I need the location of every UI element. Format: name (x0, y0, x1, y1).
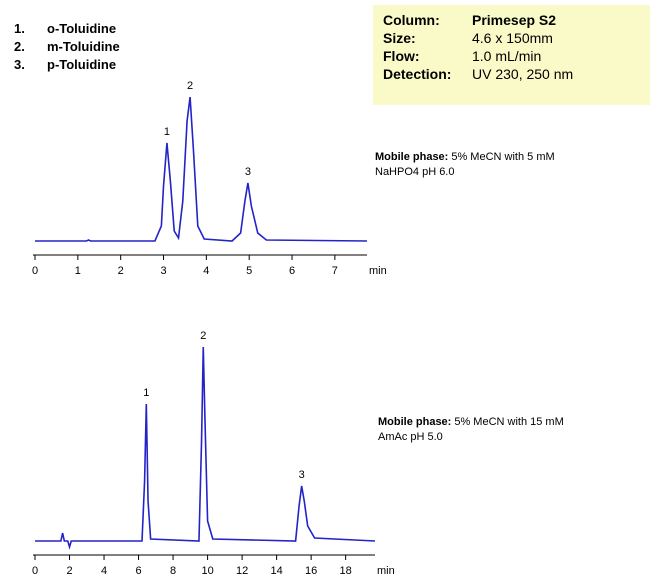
peak-label: 3 (245, 166, 251, 178)
mobile-phase: Mobile phase: 5% MeCN with 5 mM NaHPO4 pH … (375, 151, 555, 178)
mobile-phase: Mobile phase: 5% MeCN with 15 mM AmAc pH 5… (378, 416, 564, 443)
x-tick-label: 10 (201, 565, 213, 577)
compound-name: m-Toluidine (47, 39, 120, 54)
x-tick-label: 4 (203, 265, 209, 277)
x-tick-label: 14 (270, 565, 282, 577)
x-tick-label: 18 (340, 565, 352, 577)
mobile-phase-label: Mobile phase: (375, 151, 448, 163)
mobile-phase-text: AmAc pH 5.0 (378, 431, 443, 443)
x-tick-label: 8 (170, 565, 176, 577)
condition-label: Detection: (383, 66, 451, 82)
x-tick-label: 12 (236, 565, 248, 577)
x-tick-label: 7 (332, 265, 338, 277)
condition-label: Flow: (383, 48, 420, 64)
x-tick-label: 1 (75, 265, 81, 277)
x-tick-label: 5 (246, 265, 252, 277)
mobile-phase-text: 5% MeCN with 5 mM (451, 151, 554, 163)
peak-label: 1 (143, 387, 149, 399)
condition-label: Column: (383, 12, 440, 28)
mobile-phase-text: NaHPO4 pH 6.0 (375, 166, 454, 178)
x-tick-label: 6 (289, 265, 295, 277)
compound-number: 1. (14, 21, 25, 36)
condition-value: Primesep S2 (472, 12, 556, 28)
chromatogram-trace (35, 346, 376, 550)
mobile-phase-label: Mobile phase: (378, 416, 451, 428)
chromatogram-trace (35, 96, 368, 242)
x-tick-label: 2 (118, 265, 124, 277)
x-tick-label: 0 (32, 265, 38, 277)
compound-number: 2. (14, 39, 25, 54)
x-axis-label: min (369, 265, 387, 277)
x-tick-label: 2 (66, 565, 72, 577)
x-tick-label: 16 (305, 565, 317, 577)
peak-label: 3 (299, 469, 305, 481)
condition-value: UV 230, 250 nm (472, 66, 573, 82)
conditions-box (373, 5, 650, 105)
x-tick-label: 0 (32, 565, 38, 577)
peak-label: 2 (187, 80, 193, 92)
compound-number: 3. (14, 57, 25, 72)
condition-label: Size: (383, 30, 416, 46)
x-tick-label: 3 (160, 265, 166, 277)
condition-value: 1.0 mL/min (472, 48, 541, 64)
x-axis-label: min (377, 565, 395, 577)
compound-name: p-Toluidine (47, 57, 116, 72)
condition-value: 4.6 x 150mm (472, 30, 553, 46)
peak-label: 1 (164, 126, 170, 138)
peak-label: 2 (200, 330, 206, 342)
compound-name: o-Toluidine (47, 21, 116, 36)
mobile-phase-text: 5% MeCN with 15 mM (454, 416, 563, 428)
x-tick-label: 6 (135, 565, 141, 577)
x-tick-label: 4 (101, 565, 107, 577)
